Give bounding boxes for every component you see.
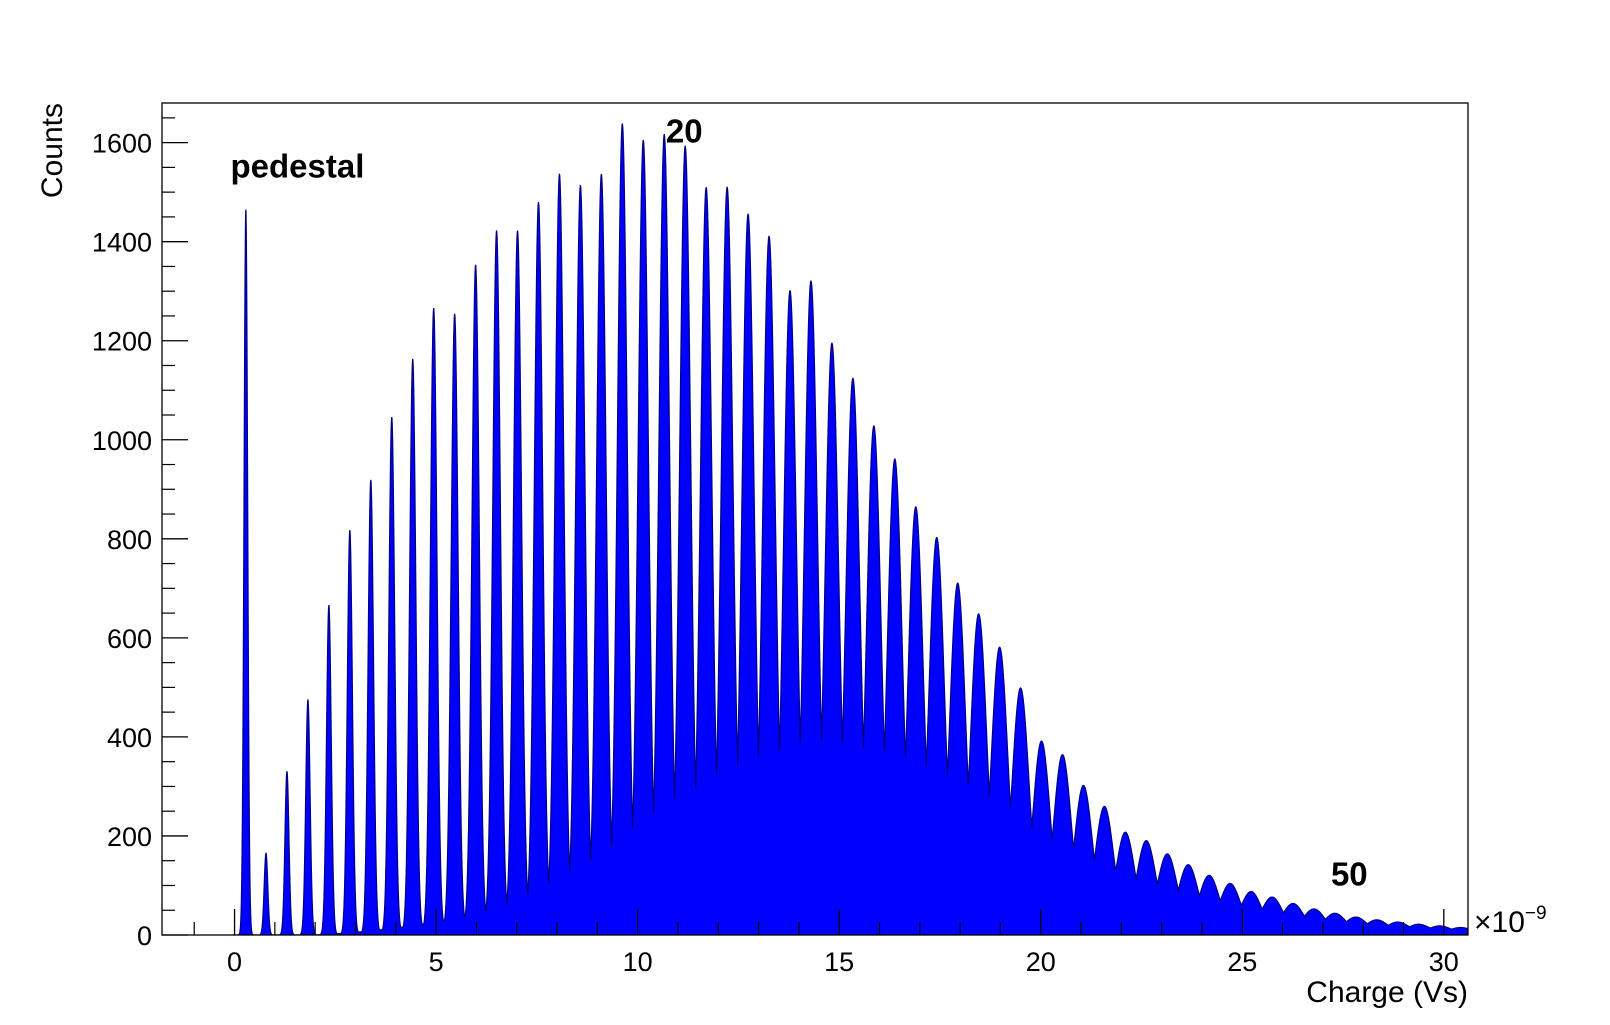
plot-frame [161,102,1469,936]
annotation-peak-20: 20 [666,113,703,150]
x-tick-label: 0 [227,947,242,977]
x-axis-multiplier-base: ×10 [1474,906,1525,939]
axis-tick-labels: 0 200 400 600 800 1000 1200 1400 1600 0 5 10 15 20 25 3… [92,129,1459,977]
annotation-pedestal: pedestal [231,147,365,184]
annotation-peak-50: 50 [1331,855,1368,892]
y-tick-label: 1400 [92,228,152,258]
histogram-fill [232,123,1468,935]
histogram-series [232,123,1468,935]
x-tick-label: 5 [429,947,444,977]
x-tick-label: 25 [1227,947,1257,977]
x-tick-label: 15 [824,947,854,977]
y-tick-label: 1000 [92,426,152,456]
y-tick-label: 600 [107,624,152,654]
x-axis-multiplier-exponent: −9 [1525,903,1547,924]
axis-ticks [162,117,1445,936]
y-tick-label: 200 [107,822,152,852]
plot-border [161,102,1469,936]
y-tick-label: 800 [107,525,152,555]
x-tick-label: 10 [623,947,653,977]
y-tick-label: 0 [137,921,152,951]
y-tick-label: 400 [107,723,152,753]
y-tick-label: 1600 [92,129,152,159]
x-axis-title: Charge (Vs) [1306,976,1468,1009]
y-axis-title: Counts [36,103,69,198]
y-tick-label: 1200 [92,327,152,357]
x-tick-label: 30 [1429,947,1459,977]
x-tick-label: 20 [1026,947,1056,977]
x-axis-multiplier: ×10−9 [1474,903,1547,939]
